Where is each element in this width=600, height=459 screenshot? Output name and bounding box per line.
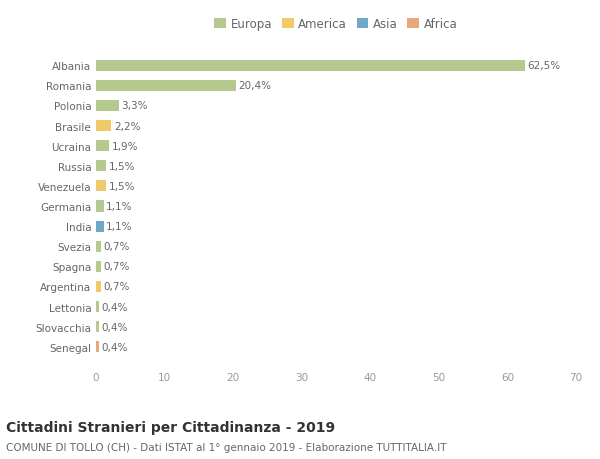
Bar xyxy=(96,81,236,92)
Text: 1,5%: 1,5% xyxy=(109,162,136,171)
Bar xyxy=(96,241,101,252)
Text: 1,1%: 1,1% xyxy=(106,202,133,212)
Text: 1,5%: 1,5% xyxy=(109,181,136,191)
Text: 0,4%: 0,4% xyxy=(101,322,128,332)
Legend: Europa, America, Asia, Africa: Europa, America, Asia, Africa xyxy=(209,13,463,36)
Bar xyxy=(96,161,106,172)
Text: 1,9%: 1,9% xyxy=(112,141,138,151)
Text: Cittadini Stranieri per Cittadinanza - 2019: Cittadini Stranieri per Cittadinanza - 2… xyxy=(6,420,335,434)
Bar xyxy=(96,201,104,212)
Bar xyxy=(96,101,119,112)
Text: 0,4%: 0,4% xyxy=(101,302,128,312)
Text: 1,1%: 1,1% xyxy=(106,222,133,232)
Bar xyxy=(96,61,524,72)
Bar xyxy=(96,302,99,313)
Text: 0,7%: 0,7% xyxy=(104,242,130,252)
Bar xyxy=(96,281,101,292)
Bar xyxy=(96,261,101,272)
Bar xyxy=(96,121,111,132)
Bar xyxy=(96,321,99,332)
Text: 0,7%: 0,7% xyxy=(104,262,130,272)
Text: 3,3%: 3,3% xyxy=(121,101,148,111)
Bar xyxy=(96,181,106,192)
Text: 0,7%: 0,7% xyxy=(104,282,130,292)
Bar xyxy=(96,141,109,152)
Text: 62,5%: 62,5% xyxy=(527,61,560,71)
Text: COMUNE DI TOLLO (CH) - Dati ISTAT al 1° gennaio 2019 - Elaborazione TUTTITALIA.I: COMUNE DI TOLLO (CH) - Dati ISTAT al 1° … xyxy=(6,442,446,452)
Bar xyxy=(96,221,104,232)
Text: 20,4%: 20,4% xyxy=(239,81,272,91)
Bar xyxy=(96,341,99,353)
Text: 0,4%: 0,4% xyxy=(101,342,128,352)
Text: 2,2%: 2,2% xyxy=(114,121,140,131)
